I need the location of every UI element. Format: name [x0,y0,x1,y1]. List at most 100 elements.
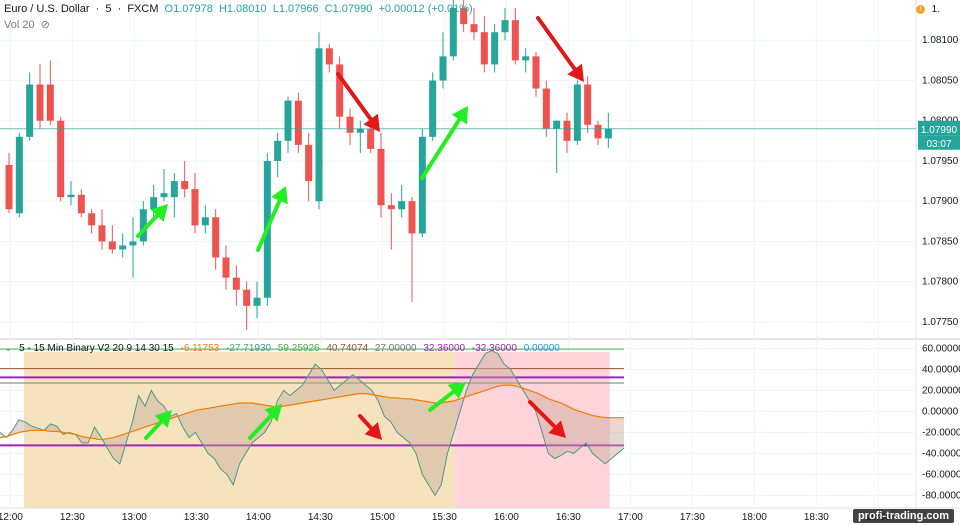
ohlc-low: L1.07966 [272,3,319,15]
candle-body [98,225,106,242]
candle-body [315,48,323,202]
indicator-value-7: 0.00000 [523,343,560,354]
watermark: profi-trading.com [852,509,954,523]
ohlc-close: C1.07990 [324,3,373,15]
x-tick-label: 13:30 [184,512,209,523]
alert-icon[interactable]: ! [915,4,925,14]
volume-label[interactable]: Vol 20 [4,19,35,31]
eye-hidden-icon[interactable]: ⊘ [40,19,50,31]
indicator-value-5: 32.36000 [423,343,466,354]
symbol-separator: · [117,3,122,15]
red-arrow-shaft [358,414,374,431]
candle-body [274,140,282,161]
symbol-timeframe[interactable]: 5 [105,3,112,15]
candle-body [491,32,499,65]
green-arrow-shaft [420,117,462,180]
x-tick-label: 15:00 [370,512,395,523]
x-tick-label: 12:30 [60,512,85,523]
candle-body [150,197,158,210]
y-tick-label: 1.07800 [922,277,959,288]
y-tick-label: 1.07900 [922,196,959,207]
x-tick-label: 16:00 [494,512,519,523]
scale-header[interactable]: ! 1. [915,4,940,15]
scale-label: 1. [931,4,940,15]
indicator-legend[interactable]: ⌄ 5 - 15 Min Binary V2 20 9 14 30 15 -6.… [4,343,564,354]
candle-body [119,245,127,250]
candle-body [367,128,375,149]
candle-body [398,201,406,210]
price-tag [918,120,960,136]
candle-body [294,100,302,145]
candle-body [26,84,34,137]
candle-body [160,193,168,198]
x-tick-label: 14:00 [246,512,271,523]
x-tick-label: 15:30 [432,512,457,523]
x-tick-label: 18:00 [742,512,767,523]
candle-body [46,84,54,121]
indicator-value-1: -27.71930 [226,343,272,354]
ind-tick-label: -40.00000 [922,448,960,459]
candle-body [356,128,364,133]
green-arrow-shaft [144,419,164,440]
ind-tick-label: 40.00000 [922,364,960,375]
indicator-value-4: 27.00000 [374,343,417,354]
ind-tick-label: -20.00000 [922,427,960,438]
candle-body [387,205,395,210]
candle-body [129,241,137,246]
price-change: +0.00012 (+0.01%) [378,3,473,15]
price-pane [0,0,916,330]
red-arrow-head [548,420,566,438]
ind-tick-label: 20.00000 [922,385,960,396]
candle-body [480,32,488,65]
green-arrow-head [150,204,168,222]
ind-tick-label: 60.00000 [922,343,960,354]
collapse-icon[interactable]: ⌄ [4,343,13,354]
x-tick-label: 14:30 [308,512,333,523]
x-tick-label: 18:30 [804,512,829,523]
candle-body [191,189,199,226]
red-arrow-shaft [336,72,373,122]
oscillator-line [0,349,625,497]
axes: 12:00 12:30 13:00 13:30 14:00 14:30 15:00 15:30… [0,35,960,523]
candle-body [429,80,437,137]
red-arrow-head [364,422,382,440]
candle-body [377,148,385,206]
symbol-name[interactable]: Euro / U.S. Dollar [4,3,90,15]
indicator-value-3: 40.74074 [326,343,369,354]
candle-body [346,116,354,133]
y-tick-label: 1.08050 [922,75,959,86]
ind-tick-label: -80.00000 [922,490,960,501]
candle-body [542,88,550,129]
symbol-legend[interactable]: Euro / U.S. Dollar · 5 · FXCM O1.07978 H… [4,2,476,16]
green-arrow-head [271,186,288,205]
countdown-tag [918,135,960,150]
green-arrow-shaft [248,413,274,440]
x-tick-label: 13:00 [122,512,147,523]
indicator-pane [0,348,625,508]
indicator-value-6: -32.36000 [471,343,517,354]
ohlc-open: O1.07978 [164,3,213,15]
indicator-name[interactable]: 5 - 15 Min Binary V2 20 9 14 30 15 [19,343,174,354]
candle-body [284,100,292,141]
annotation-arrows [136,16,584,440]
green-arrow-head [451,106,468,125]
signal-line [0,384,624,441]
green-arrow-shaft [136,213,160,238]
candle-body [449,8,457,57]
candle-body [325,48,333,65]
red-arrow-head [567,63,584,82]
candle-body [253,297,261,306]
candle-body [604,128,612,139]
indicator-value-0: -6.11753 [180,343,220,354]
candle-body [181,181,189,190]
candle-body [36,84,44,121]
candle-body [67,194,75,198]
green-arrow-head [447,382,466,399]
red-arrow-shaft [536,16,577,72]
volume-legend[interactable]: Vol 20 ⊘ [4,18,53,32]
candle-body [584,84,592,125]
green-arrow-shaft [428,389,456,412]
candle-body [408,201,416,234]
